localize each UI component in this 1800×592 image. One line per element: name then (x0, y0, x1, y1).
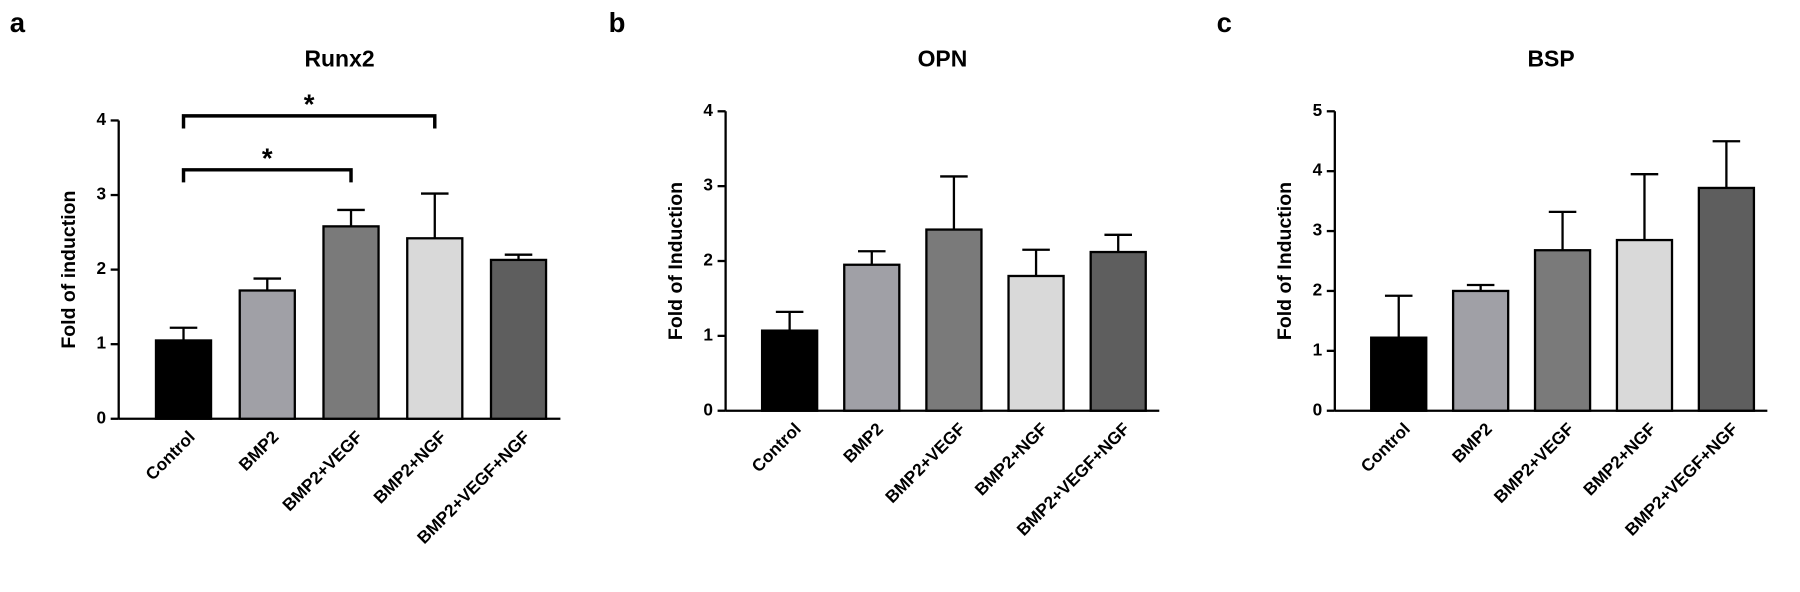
y-tick-label: 1 (1313, 339, 1323, 359)
y-tick-label: 4 (97, 109, 107, 129)
bar (760, 329, 819, 412)
x-tick-label: BMP2 (235, 427, 283, 475)
x-tick-label: BMP2+VEGF (1490, 419, 1578, 507)
y-tick-label: 1 (97, 333, 107, 353)
y-tick-label: 0 (703, 399, 713, 419)
chart-title: OPN (918, 46, 968, 72)
y-tick-label: 3 (703, 175, 713, 195)
panel-label: c (1217, 7, 1232, 38)
y-tick-label: 2 (97, 258, 107, 278)
y-tick-label: 4 (1313, 160, 1323, 180)
y-tick-label: 2 (1313, 279, 1323, 299)
bar (1007, 274, 1065, 412)
bar (1370, 336, 1428, 412)
y-tick-label: 3 (1313, 220, 1323, 240)
x-tick-label: Control (747, 419, 804, 476)
bar (1451, 289, 1510, 412)
bar (1533, 249, 1592, 412)
x-tick-label: BMP2 (839, 419, 887, 467)
x-tick-label: BMP2+NGF (1579, 419, 1660, 500)
panel-label: b (609, 7, 626, 38)
y-tick-label: 0 (1313, 399, 1323, 419)
x-tick-label: BMP2+VEGF (881, 419, 969, 507)
significance-bracket (181, 168, 353, 183)
x-tick-label: BMP2+NGF (971, 419, 1052, 500)
x-tick-label: BMP2 (1448, 419, 1496, 467)
panel-label: a (10, 7, 26, 38)
bar (1615, 238, 1674, 412)
x-tick-label: BMP2+VEGF (278, 427, 366, 515)
y-tick-label: 4 (703, 100, 713, 120)
bar (1089, 250, 1147, 412)
y-tick-label: 5 (1313, 100, 1323, 120)
x-tick-label: Control (1357, 419, 1414, 476)
chart-title: Runx2 (304, 46, 374, 72)
bar (322, 225, 380, 420)
y-tick-label: 1 (703, 324, 713, 344)
y-axis-label: Fold of induction (58, 191, 80, 349)
significance-bracket (181, 114, 437, 129)
bar (154, 339, 213, 420)
significance-star: * (304, 89, 315, 120)
y-tick-label: 0 (97, 407, 107, 427)
y-axis-label: Fold of Induction (665, 182, 687, 340)
bar (1697, 186, 1756, 412)
bar (406, 237, 464, 420)
chart-title: BSP (1527, 46, 1574, 72)
significance-star: * (262, 143, 273, 174)
bar (489, 258, 548, 420)
bar (238, 289, 296, 420)
bar (843, 263, 901, 412)
y-tick-label: 2 (703, 250, 713, 270)
bar (925, 228, 983, 412)
x-tick-label: BMP2+NGF (369, 427, 450, 508)
y-tick-label: 3 (97, 184, 107, 204)
y-axis-label: Fold of Induction (1274, 182, 1296, 340)
x-tick-label: Control (141, 427, 198, 484)
